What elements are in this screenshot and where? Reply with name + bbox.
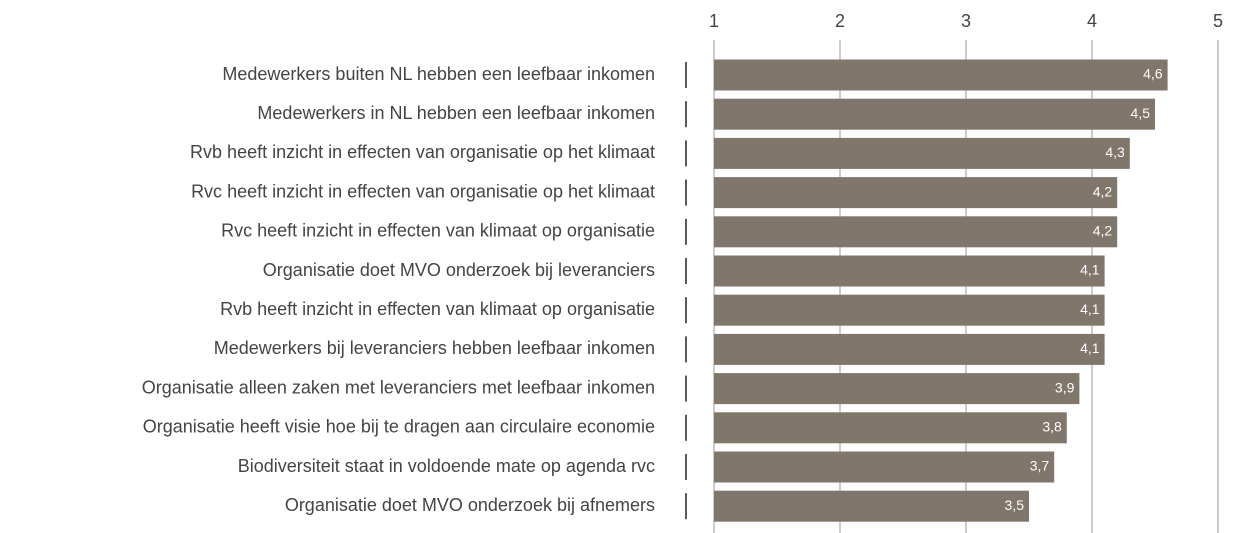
value-label: 4,1	[1080, 262, 1100, 278]
y-tick-label: Organisatie heeft visie hoe bij te drage…	[143, 417, 655, 437]
y-tick-label: Medewerkers in NL hebben een leefbaar in…	[257, 103, 655, 123]
bar	[714, 59, 1168, 91]
value-label: 4,1	[1080, 340, 1100, 356]
x-tick-label: 2	[835, 11, 845, 31]
y-tick-label: Medewerkers bij leveranciers hebben leef…	[214, 338, 655, 358]
bar	[714, 137, 1130, 169]
y-tick-label: Rvb heeft inzicht in effecten van organi…	[190, 142, 655, 162]
bar	[714, 373, 1080, 405]
value-label: 4,6	[1143, 66, 1163, 82]
value-label: 3,9	[1055, 379, 1075, 395]
bar	[714, 98, 1155, 130]
x-tick-label: 3	[961, 11, 971, 31]
bar	[714, 451, 1055, 483]
y-tick-label: Rvc heeft inzicht in effecten van organi…	[191, 181, 655, 201]
y-tick-label: Organisatie doet MVO onderzoek bij afnem…	[285, 495, 655, 515]
value-label: 4,3	[1105, 144, 1125, 160]
bar	[714, 412, 1067, 444]
y-tick-label: Medewerkers buiten NL hebben een leefbaa…	[222, 64, 655, 84]
value-label: 3,7	[1030, 458, 1050, 474]
value-label: 4,1	[1080, 301, 1100, 317]
value-label: 3,5	[1005, 497, 1025, 513]
bar	[714, 255, 1105, 287]
value-label: 4,2	[1093, 183, 1113, 199]
bar	[714, 333, 1105, 365]
value-label: 3,8	[1042, 419, 1062, 435]
value-label: 4,2	[1093, 223, 1113, 239]
bar	[714, 216, 1118, 248]
bar	[714, 490, 1029, 522]
y-tick-label: Organisatie doet MVO onderzoek bij lever…	[263, 260, 655, 280]
y-tick-label: Organisatie alleen zaken met leverancier…	[142, 377, 655, 397]
bar	[714, 177, 1118, 209]
y-tick-label: Rvb heeft inzicht in effecten van klimaa…	[220, 299, 655, 319]
value-label: 4,5	[1131, 105, 1151, 121]
x-tick-label: 5	[1213, 11, 1223, 31]
bar	[714, 294, 1105, 326]
y-tick-label: Biodiversiteit staat in voldoende mate o…	[238, 456, 655, 476]
x-tick-label: 4	[1087, 11, 1097, 31]
x-tick-label: 1	[709, 11, 719, 31]
y-tick-label: Rvc heeft inzicht in effecten van klimaa…	[221, 221, 655, 241]
